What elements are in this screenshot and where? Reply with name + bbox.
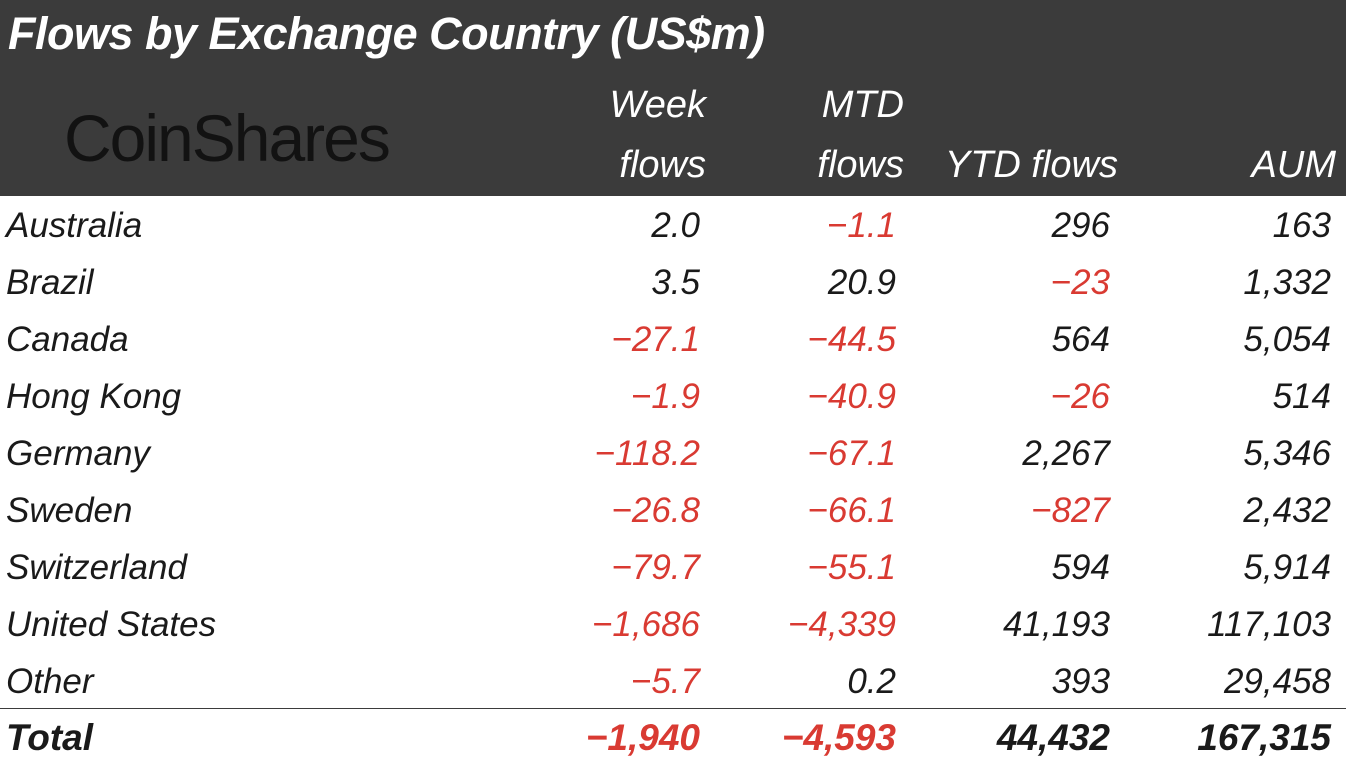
country-cell: Other [6,662,94,701]
ytd-flows-cell: −827 [1031,491,1110,530]
mtd-flows-cell: −66.1 [807,491,896,530]
week-flows-cell: −5.7 [630,662,700,701]
table-row: Hong Kong −1.9 −40.9 −26 514 [0,369,1346,426]
country-cell: Sweden [6,491,133,530]
table-row: Sweden −26.8 −66.1 −827 2,432 [0,483,1346,540]
column-header-aum: AUM [1251,144,1336,186]
ytd-flows-cell: 393 [1051,662,1110,701]
table-row: Other −5.7 0.2 393 29,458 [0,654,1346,711]
table-body: Australia 2.0 −1.1 296 163 Brazil 3.5 20.9 −23 1,… [0,198,1346,711]
week-flows-cell: −79.7 [611,548,700,587]
ytd-flows-cell: −23 [1050,263,1110,302]
aum-cell: 163 [1272,206,1331,245]
aum-cell: 5,346 [1243,434,1331,473]
mtd-flows-cell: −4,339 [787,605,896,644]
country-cell: Canada [6,320,129,359]
total-divider [0,708,1346,709]
ytd-flows-cell: 564 [1051,320,1110,359]
column-header-week-line2: flows [619,144,706,186]
total-week-flows: −1,940 [585,717,700,758]
aum-cell: 5,914 [1243,548,1331,587]
ytd-flows-cell: 594 [1051,548,1110,587]
table-row: Canada −27.1 −44.5 564 5,054 [0,312,1346,369]
coinshares-logo: CoinShares [64,101,391,175]
mtd-flows-cell: −1.1 [826,206,896,245]
table-row: Australia 2.0 −1.1 296 163 [0,198,1346,255]
week-flows-cell: 3.5 [651,263,700,302]
week-flows-cell: 2.0 [651,206,700,245]
ytd-flows-cell: 296 [1051,206,1110,245]
table-row: Brazil 3.5 20.9 −23 1,332 [0,255,1346,312]
week-flows-cell: −27.1 [611,320,700,359]
aum-cell: 117,103 [1207,605,1331,644]
column-header-mtd-line2: flows [817,144,904,186]
table-row: United States −1,686 −4,339 41,193 117,103 [0,597,1346,654]
mtd-flows-cell: −44.5 [807,320,896,359]
country-cell: Germany [6,434,150,473]
week-flows-cell: −1.9 [630,377,700,416]
mtd-flows-cell: 20.9 [827,263,896,302]
column-header-ytd: YTD flows [944,144,1118,186]
chart-title: Flows by Exchange Country (US$m) [8,8,765,59]
week-flows-cell: −118.2 [594,434,700,473]
mtd-flows-cell: −55.1 [807,548,896,587]
aum-cell: 29,458 [1223,662,1331,701]
total-ytd-flows: 44,432 [996,717,1110,758]
total-row: Total −1,940 −4,593 44,432 167,315 [0,712,1346,764]
country-cell: Brazil [6,263,94,302]
country-cell: Australia [6,206,143,245]
total-mtd-flows: −4,593 [781,717,896,758]
ytd-flows-cell: −26 [1050,377,1110,416]
table-row: Germany −118.2 −67.1 2,267 5,346 [0,426,1346,483]
aum-cell: 5,054 [1243,320,1331,359]
ytd-flows-cell: 2,267 [1022,434,1110,473]
aum-cell: 2,432 [1243,491,1331,530]
mtd-flows-cell: 0.2 [847,662,896,701]
mtd-flows-cell: −40.9 [807,377,896,416]
total-label: Total [6,717,94,758]
week-flows-cell: −1,686 [591,605,700,644]
ytd-flows-cell: 41,193 [1002,605,1110,644]
table-header: Flows by Exchange Country (US$m) CoinSha… [0,0,1346,196]
country-cell: Switzerland [6,548,187,587]
total-aum: 167,315 [1197,717,1331,758]
country-cell: United States [6,605,217,644]
table-row: Switzerland −79.7 −55.1 594 5,914 [0,540,1346,597]
aum-cell: 1,332 [1243,263,1331,302]
aum-cell: 514 [1272,377,1331,416]
mtd-flows-cell: −67.1 [807,434,896,473]
week-flows-cell: −26.8 [611,491,700,530]
country-cell: Hong Kong [6,377,182,416]
column-header-mtd-line1: MTD [821,84,904,126]
column-header-week-line1: Week [609,84,706,126]
